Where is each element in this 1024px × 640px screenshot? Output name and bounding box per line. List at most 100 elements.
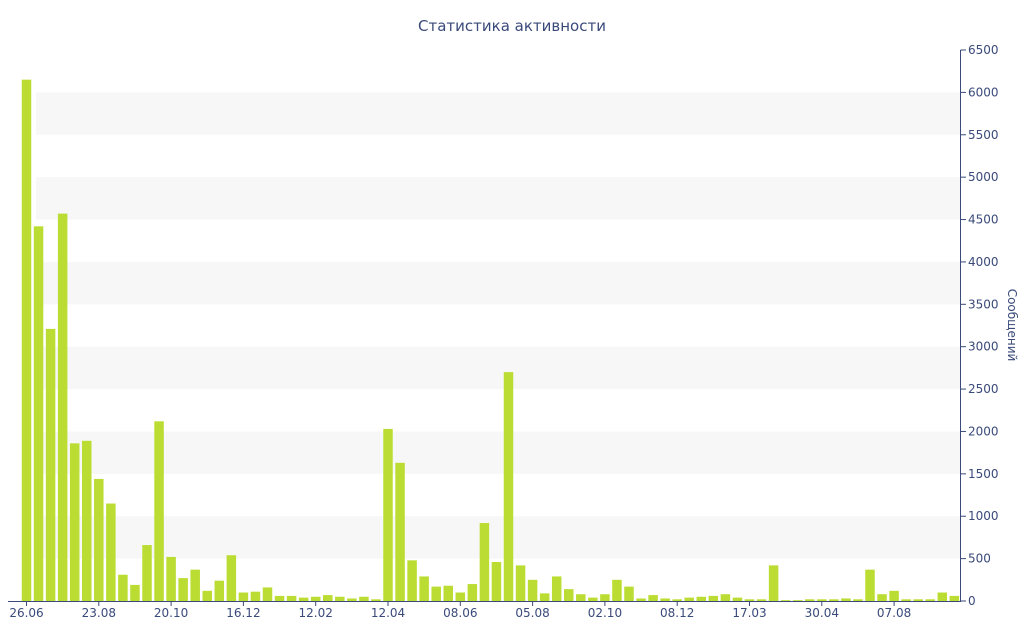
bar [395, 462, 405, 601]
x-tick-label: 17.03 [732, 606, 766, 620]
bar [551, 576, 562, 601]
grid-band [36, 431, 961, 474]
x-tick-label: 12.02 [299, 606, 333, 620]
bar [865, 569, 875, 601]
bar [310, 596, 321, 601]
bar [226, 555, 237, 601]
bar [118, 574, 128, 601]
bar [142, 545, 152, 601]
bar [624, 586, 634, 601]
y-tick-label: 2500 [968, 382, 999, 396]
grid-band [36, 92, 961, 135]
grid-bands [36, 92, 961, 559]
bar [588, 597, 598, 601]
y-tick-label: 0 [968, 594, 976, 608]
bar [576, 594, 586, 601]
bar [178, 578, 188, 601]
bar [503, 372, 514, 601]
y-tick-label: 2000 [968, 424, 999, 438]
bar [612, 579, 622, 601]
grid-band [36, 346, 961, 390]
bar [335, 596, 345, 601]
x-tick-label: 23.08 [82, 606, 116, 620]
bar [841, 598, 851, 601]
y-tick-label: 3000 [968, 340, 999, 354]
x-tick-label: 16.12 [226, 606, 260, 620]
bar [286, 595, 297, 601]
y-tick-label: 5500 [968, 128, 999, 142]
x-tick-label: 26.06 [9, 606, 43, 620]
bar [467, 584, 478, 601]
grid-band [36, 516, 961, 559]
bar [94, 478, 104, 601]
bar [166, 556, 176, 601]
bar [130, 584, 140, 601]
bar [419, 576, 429, 601]
bar [202, 590, 212, 601]
x-tick-label: 30.04 [805, 606, 839, 620]
bar [708, 595, 719, 601]
y-tick-label: 6500 [968, 43, 999, 57]
x-tick-label: 12.04 [371, 606, 405, 620]
bar [69, 443, 80, 601]
bar [949, 595, 960, 601]
x-tick-label: 02.10 [588, 606, 622, 620]
bar [720, 594, 731, 601]
bar [672, 599, 682, 601]
bar [298, 597, 309, 601]
bar [238, 592, 249, 601]
x-tick-label: 05.08 [515, 606, 549, 620]
y-tick-labels: 0 500 1000 1500 2000 2500 3000 3500 4000 4500 5000… [960, 43, 999, 608]
y-tick-label: 5000 [968, 170, 999, 184]
bar [407, 560, 417, 601]
bar [21, 79, 32, 602]
bar [937, 592, 948, 601]
bar [564, 589, 574, 601]
bar [913, 599, 923, 601]
bar [636, 598, 646, 601]
bar [817, 599, 827, 601]
bar [684, 597, 694, 601]
chart-title: Статистика активности [418, 17, 606, 35]
bar [323, 595, 333, 601]
bar [732, 597, 743, 601]
bar [829, 599, 839, 601]
y-tick-label: 3500 [968, 297, 999, 311]
x-tick-label: 08.06 [443, 606, 477, 620]
y-tick-label: 4500 [968, 213, 999, 227]
bar [491, 562, 502, 601]
bar [45, 328, 56, 601]
bar [274, 595, 285, 601]
bar [792, 600, 803, 601]
bar [359, 596, 369, 601]
bar [262, 587, 273, 601]
bar [190, 569, 200, 601]
bar [250, 591, 261, 601]
y-tick-label: 1000 [968, 509, 999, 523]
bar [756, 599, 767, 601]
y-tick-label: 500 [968, 552, 991, 566]
grid-band [36, 261, 961, 305]
bar [82, 440, 92, 601]
bar [660, 598, 670, 601]
grid-band [36, 177, 961, 220]
bar [853, 599, 863, 601]
bar [371, 599, 381, 601]
bar [805, 599, 815, 601]
bar [527, 579, 538, 601]
bar [768, 565, 779, 601]
bar [901, 599, 911, 601]
bar [347, 598, 357, 601]
x-tick-labels: 26.06 23.08 20.10 16.12 12.02 12.04 08.06 05.08… [9, 601, 911, 620]
x-tick-label: 20.10 [154, 606, 188, 620]
bar [696, 596, 707, 601]
x-tick-label: 07.08 [877, 606, 911, 620]
bar [744, 599, 755, 601]
bar [889, 590, 899, 601]
axes [8, 50, 961, 602]
bar [455, 592, 466, 601]
bar [33, 226, 44, 601]
bar [648, 595, 658, 601]
bar [431, 586, 441, 601]
